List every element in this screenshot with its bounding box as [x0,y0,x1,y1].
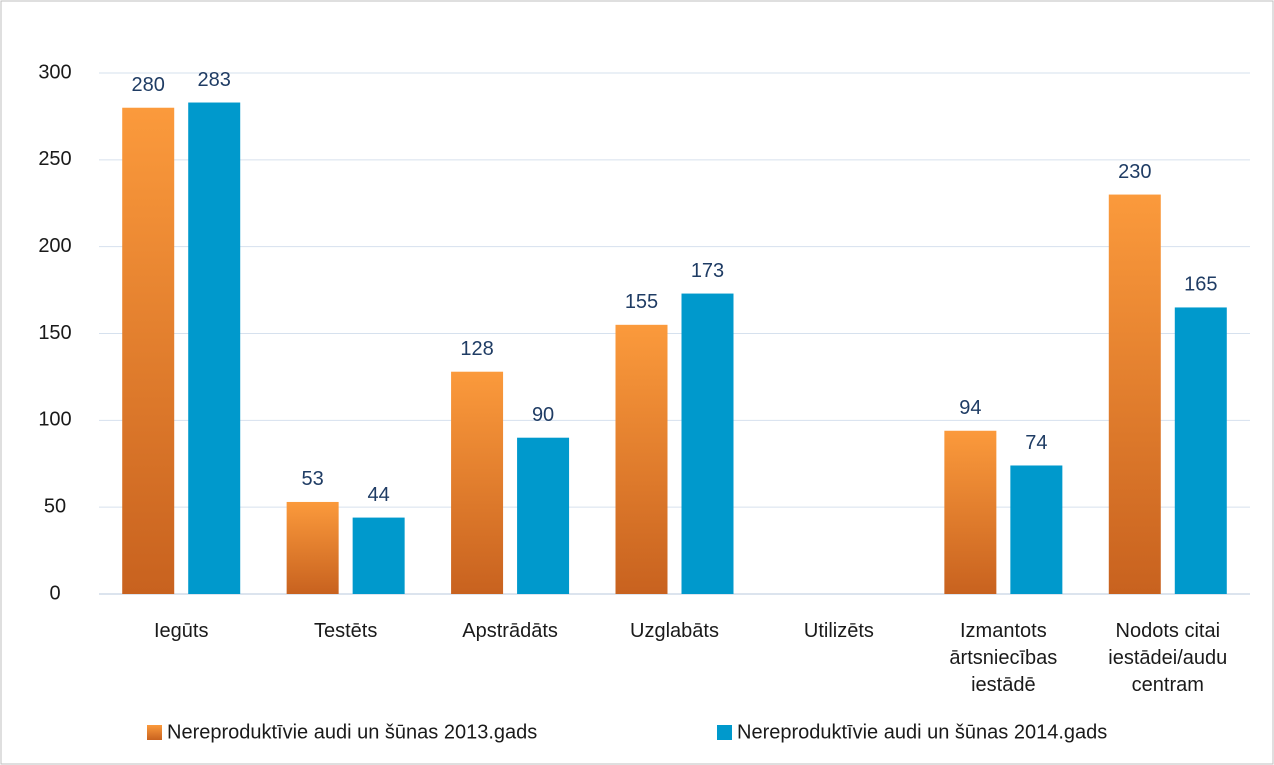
y-tick-label: 0 [49,582,60,604]
x-tick-label: Testēts [314,620,377,642]
x-tick-line: centram [1132,674,1204,696]
y-tick-label: 50 [44,495,66,517]
x-tick-line: Nodots citai [1116,620,1221,642]
y-tick-label: 300 [38,61,71,83]
x-tick-line: Testēts [314,620,377,642]
legend-label: Nereproduktīvie audi un šūnas 2014.gads [737,721,1107,743]
x-tick-line: Izmantots [960,620,1047,642]
bar [352,517,405,594]
bar [517,437,570,594]
x-tick-label: Iegūts [154,620,208,642]
data-label: 128 [460,338,493,360]
y-tick-label: 200 [38,235,71,257]
y-tick-label: 100 [38,409,71,431]
bar [1108,194,1161,595]
data-label: 230 [1118,161,1151,183]
x-tick-line: ārtsniecības [949,647,1057,669]
bar [944,430,997,594]
legend-label: Nereproduktīvie audi un šūnas 2013.gads [167,721,537,743]
x-tick-line: Utilizēts [804,620,874,642]
y-tick-label: 250 [38,148,71,170]
x-tick-label: Izmantots ārtsniecības iestādē [949,620,1057,696]
bar [122,107,175,594]
x-tick-label: Utilizēts [804,620,874,642]
legend-swatch [147,725,162,740]
data-label: 94 [959,397,981,419]
x-tick-line: Uzglabāts [630,620,719,642]
data-label: 74 [1025,432,1047,454]
data-label: 90 [532,404,554,426]
data-label: 53 [302,468,324,490]
data-label: 155 [625,291,658,313]
data-label: 173 [691,260,724,282]
legend-swatch [717,725,732,740]
data-label: 283 [198,69,231,91]
y-tick-label: 150 [38,322,71,344]
x-tick-line: iestādei/audu [1108,647,1227,669]
data-label: 44 [368,484,390,506]
x-tick-line: iestādē [971,674,1036,696]
data-label: 280 [132,74,165,96]
bar [615,324,668,594]
x-tick-line: Iegūts [154,620,208,642]
bar [681,293,734,594]
bar [188,102,241,595]
bar [1010,465,1063,594]
bar [286,501,339,594]
x-tick-label: Apstrādāts [462,620,558,642]
x-tick-label: Uzglabāts [630,620,719,642]
bar [451,371,504,594]
x-tick-line: Apstrādāts [462,620,558,642]
x-tick-label: Nodots citai iestādei/audu centram [1108,620,1227,696]
bar [1174,307,1227,594]
data-label: 165 [1184,274,1217,296]
